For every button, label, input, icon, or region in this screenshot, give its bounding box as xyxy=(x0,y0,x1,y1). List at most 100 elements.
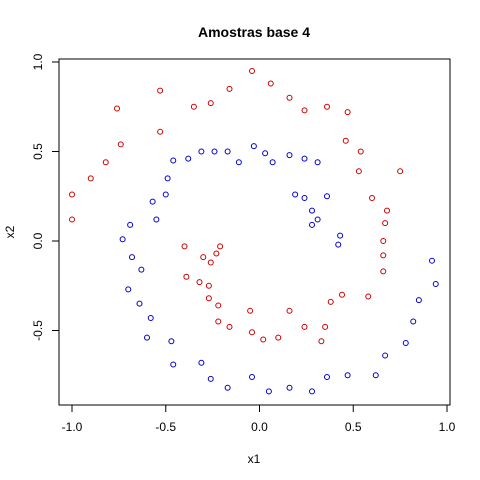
data-point xyxy=(215,318,222,325)
data-point xyxy=(324,374,330,381)
data-point xyxy=(309,207,315,214)
data-point xyxy=(136,300,143,307)
data-point xyxy=(196,279,203,286)
x-tick-label: 0.0 xyxy=(251,420,268,434)
data-point xyxy=(342,137,349,144)
data-point xyxy=(149,198,156,205)
data-point xyxy=(402,340,409,347)
data-point xyxy=(301,107,308,114)
data-point xyxy=(314,216,321,223)
data-point xyxy=(170,361,177,368)
data-point xyxy=(410,318,417,325)
data-point xyxy=(384,207,390,214)
data-point xyxy=(181,243,188,250)
data-point xyxy=(207,100,214,107)
data-point xyxy=(269,159,276,166)
x-axis: -1.0 -0.5 0.0 0.5 1.0 xyxy=(62,404,456,434)
data-point xyxy=(260,336,267,343)
series-1 xyxy=(69,67,404,345)
y-tick-label: 1.0 xyxy=(31,53,45,70)
y-tick-label: 0.5 xyxy=(31,143,45,160)
data-point xyxy=(69,191,75,198)
data-point xyxy=(200,254,207,261)
data-point xyxy=(235,159,242,166)
y-axis-label: x2 xyxy=(3,225,17,238)
data-point xyxy=(286,307,293,314)
data-point xyxy=(87,175,94,182)
data-point xyxy=(198,359,205,366)
x-tick-label: -1.0 xyxy=(62,420,83,434)
data-point xyxy=(265,388,272,395)
data-point xyxy=(324,103,330,110)
data-point xyxy=(309,221,315,228)
x-axis-label: x1 xyxy=(248,452,261,466)
data-point xyxy=(309,388,315,395)
data-point xyxy=(185,155,192,162)
data-point xyxy=(170,157,177,164)
data-point xyxy=(369,195,375,202)
data-point xyxy=(380,268,387,275)
data-point xyxy=(129,254,135,261)
data-point xyxy=(247,307,254,314)
x-tick-label: -0.5 xyxy=(155,420,176,434)
data-point xyxy=(432,280,439,287)
data-points xyxy=(69,67,439,395)
data-point xyxy=(355,168,362,175)
data-point xyxy=(144,334,150,341)
data-point xyxy=(114,105,120,112)
data-point xyxy=(226,323,233,330)
data-point xyxy=(262,150,269,157)
x-tick-label: 0.5 xyxy=(345,420,362,434)
data-point xyxy=(301,323,308,330)
data-point xyxy=(213,250,220,257)
data-point xyxy=(380,238,387,244)
data-point xyxy=(301,195,308,202)
data-point xyxy=(249,374,255,381)
data-point xyxy=(286,152,293,159)
data-point xyxy=(301,155,308,162)
data-point xyxy=(250,143,257,150)
data-point xyxy=(138,266,145,273)
data-point xyxy=(267,80,274,87)
data-point xyxy=(207,375,214,382)
data-point xyxy=(117,141,124,148)
data-point xyxy=(249,67,255,74)
data-point xyxy=(157,87,164,94)
data-point xyxy=(183,273,190,280)
data-point xyxy=(292,191,299,198)
data-point xyxy=(125,286,132,293)
data-point xyxy=(224,148,231,155)
data-point xyxy=(318,338,325,345)
y-tick-label: 0.0 xyxy=(31,232,45,249)
data-point xyxy=(226,85,233,92)
data-point xyxy=(327,298,334,305)
data-point xyxy=(339,291,345,298)
data-point xyxy=(382,220,389,227)
data-point xyxy=(217,243,224,250)
data-point xyxy=(102,159,109,166)
data-point xyxy=(415,297,422,304)
data-point xyxy=(397,168,404,175)
data-point xyxy=(380,252,387,259)
series-2 xyxy=(119,143,439,395)
data-point xyxy=(224,384,231,391)
data-point xyxy=(365,293,372,300)
data-point xyxy=(211,148,218,155)
data-point xyxy=(324,193,330,200)
x-tick-label: 1.0 xyxy=(439,420,456,434)
data-point xyxy=(429,257,435,264)
data-point xyxy=(119,236,126,243)
data-point xyxy=(162,191,169,198)
data-point xyxy=(215,302,222,309)
y-axis: -0.5 0.0 0.5 1.0 xyxy=(31,53,60,341)
data-point xyxy=(164,175,171,182)
data-point xyxy=(157,128,164,135)
data-point xyxy=(372,372,379,379)
y-tick-label: -0.5 xyxy=(31,320,45,341)
data-point xyxy=(286,384,293,391)
chart-title: Amostras base 4 xyxy=(198,24,310,40)
data-point xyxy=(153,216,160,223)
data-point xyxy=(190,103,197,110)
data-point xyxy=(314,159,321,166)
